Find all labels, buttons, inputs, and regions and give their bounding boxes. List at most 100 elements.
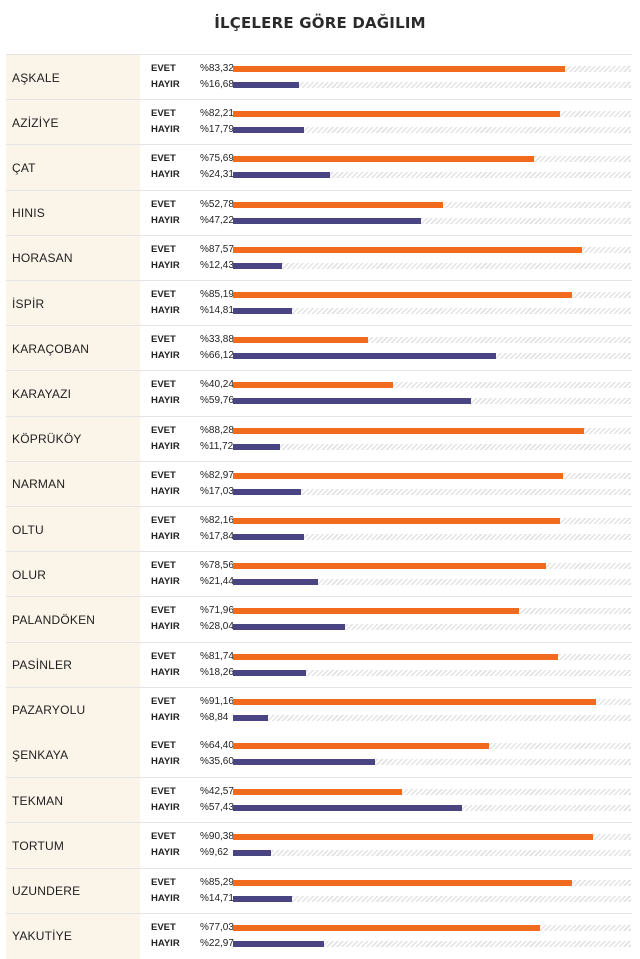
evet-percent-label: %75,69 [200,153,234,165]
hayir-label: HAYIR [151,937,180,949]
hayir-label: HAYIR [151,124,180,136]
hayir-label: HAYIR [151,214,180,226]
district-row: KÖPRÜKÖY EVET %88,28 HAYIR %11,72 [6,415,632,462]
evet-percent-label: %85,29 [200,876,234,888]
hayir-bar [233,262,283,269]
hayir-percent-label: %35,60 [200,756,234,767]
district-row: HINIS EVET %52,78 HAYIR %47,22 [6,189,632,236]
district-name: OLUR [12,567,47,582]
district-row: TEKMAN EVET %42,57 HAYIR %57,43 [6,777,632,824]
district-name-cell: AŞKALE [6,55,140,101]
evet-label: EVET [151,786,176,798]
hayir-bar-track [233,443,631,450]
evet-bar-track [233,382,631,389]
hayir-percent-label: %17,03 [200,485,234,497]
hayir-bar [233,624,345,631]
district-name-cell: OLUR [6,552,140,598]
evet-label: EVET [151,650,176,662]
district-name: PAZARYOLU [12,703,86,718]
evet-label: EVET [151,695,176,707]
hayir-bar-track [233,488,631,495]
hayir-bar [233,82,300,88]
hayir-bar [233,172,330,179]
hayir-label: HAYIR [151,892,180,904]
hayir-bar [233,217,421,224]
evet-bar-track [233,518,631,524]
hayir-bar-track [233,940,631,947]
hayir-bar-track [233,714,631,721]
hayir-percent-label: %14,81 [200,305,234,316]
evet-label: EVET [151,469,176,481]
hayir-bar-track [233,850,631,857]
district-name-cell: HINIS [6,190,140,236]
hayir-bar [233,940,325,947]
hayir-bar [233,398,471,405]
hayir-bar-track [233,895,631,902]
district-name-cell: TORTUM [6,823,140,869]
evet-bar [233,292,573,298]
evet-label: EVET [151,379,176,391]
hayir-bar [233,850,272,857]
hayir-bar-track [233,82,631,88]
evet-label: EVET [151,921,176,933]
evet-bar-track [233,879,631,886]
evet-bar [233,472,564,479]
evet-percent-label: %77,03 [200,921,234,933]
hayir-bar [233,488,301,495]
evet-bar-track [233,111,631,118]
evet-bar-track [233,201,631,208]
hayir-bar [233,443,280,450]
evet-bar-track [233,156,631,163]
evet-bar [233,653,559,660]
district-name-cell: PASİNLER [6,642,140,688]
district-distribution-chart: AŞKALE EVET %83,32 HAYIR %16,68 AZİZİYE EVET %8… [6,54,632,959]
district-name: ÇAT [12,160,36,175]
evet-bar [233,834,593,841]
hayir-label: HAYIR [151,79,180,90]
district-name-cell: ŞENKAYA [6,732,140,778]
evet-bar [233,246,582,253]
evet-label: EVET [151,289,176,300]
hayir-bar-track [233,624,631,631]
evet-bar [233,563,546,570]
hayir-label: HAYIR [151,802,180,814]
evet-percent-label: %40,24 [200,379,234,391]
hayir-label: HAYIR [151,711,180,723]
hayir-label: HAYIR [151,485,180,497]
evet-label: EVET [151,876,176,888]
district-name: HORASAN [12,251,73,266]
district-name: PASİNLER [12,658,73,673]
hayir-percent-label: %66,12 [200,350,234,362]
evet-percent-label: %82,97 [200,469,234,481]
evet-bar-track [233,337,631,344]
hayir-bar-track [233,398,631,405]
hayir-percent-label: %8,84 [200,711,229,723]
district-name: TEKMAN [12,793,64,808]
district-row: OLUR EVET %78,56 HAYIR %21,44 [6,551,632,598]
hayir-bar [233,669,306,676]
hayir-label: HAYIR [151,440,180,452]
evet-label: EVET [151,560,176,572]
hayir-percent-label: %12,43 [200,259,234,271]
hayir-percent-label: %17,79 [200,124,234,136]
hayir-label: HAYIR [151,576,180,588]
district-row: PASİNLER EVET %81,74 HAYIR %18,26 [6,641,632,688]
evet-bar-track [233,246,631,253]
chart-title: İLÇELERE GÖRE DAĞILIM [214,14,426,32]
hayir-label: HAYIR [151,666,180,678]
evet-bar [233,743,490,749]
district-name: HINIS [12,206,46,221]
district-name-cell: NARMAN [6,461,140,507]
district-row: KARAYAZI EVET %40,24 HAYIR %59,76 [6,370,632,417]
district-name: İSPİR [12,296,45,311]
evet-percent-label: %83,32 [200,63,234,74]
evet-bar-track [233,292,631,298]
evet-bar [233,156,535,163]
hayir-bar [233,714,269,721]
district-name-cell: PAZARYOLU [6,687,140,733]
district-row: ŞENKAYA EVET %64,40 HAYIR %35,60 [6,732,632,778]
evet-bar [233,924,540,931]
hayir-bar [233,895,292,902]
evet-percent-label: %78,56 [200,560,234,572]
evet-bar-track [233,698,631,705]
